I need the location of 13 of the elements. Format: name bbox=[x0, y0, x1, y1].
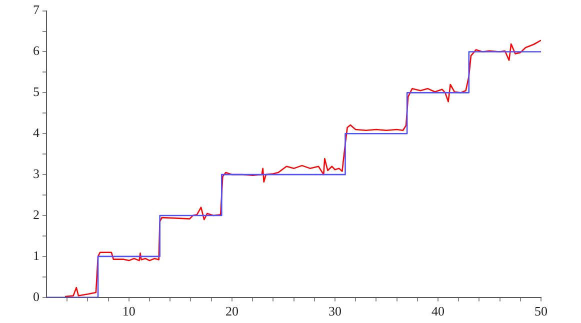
y-tick-label: 0 bbox=[33, 288, 40, 304]
y-tick-label: 6 bbox=[33, 43, 40, 58]
y-tick-label: 2 bbox=[33, 206, 40, 222]
y-tick-label: 7 bbox=[33, 2, 40, 18]
y-tick-label: 3 bbox=[33, 166, 40, 181]
x-tick-label: 10 bbox=[122, 304, 136, 319]
x-tick-label: 30 bbox=[328, 304, 342, 319]
y-tick-label: 5 bbox=[33, 84, 40, 100]
x-tick-label: 20 bbox=[225, 304, 238, 319]
x-tick-label: 50 bbox=[534, 304, 548, 319]
x-tick-label: 40 bbox=[431, 304, 444, 319]
y-tick-label: 1 bbox=[33, 248, 40, 263]
y-tick-label: 4 bbox=[33, 125, 40, 140]
